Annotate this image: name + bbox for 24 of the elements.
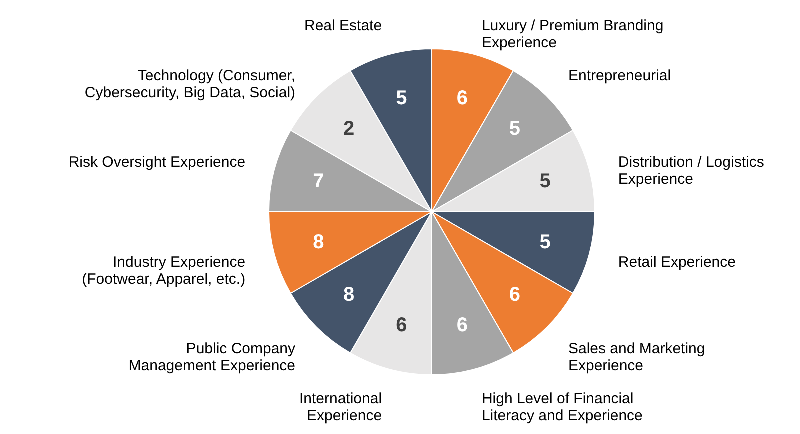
category-label: Distribution / Logistics Experience xyxy=(618,154,764,188)
category-label: Entrepreneurial xyxy=(568,68,672,85)
data-label: 6 xyxy=(456,314,468,336)
category-label: Public Company Management Experience xyxy=(128,340,296,374)
data-label: 5 xyxy=(509,118,521,140)
data-label: 7 xyxy=(313,170,324,193)
category-label: Risk Oversight Experience xyxy=(68,154,246,172)
data-label: 6 xyxy=(456,88,468,110)
category-label: Sales and Marketing Experience xyxy=(568,340,706,374)
category-label: Real Estate xyxy=(304,18,382,35)
data-label: 8 xyxy=(313,231,324,254)
data-label: 6 xyxy=(396,314,408,336)
category-label: High Level of Financial Literacy and Experience xyxy=(482,390,643,424)
data-label: 5 xyxy=(540,170,551,193)
data-label: 5 xyxy=(540,231,551,254)
category-label: Luxury / Premium Branding Experience xyxy=(482,18,664,52)
category-label: Retail Experience xyxy=(618,254,736,271)
data-label: 5 xyxy=(396,88,408,110)
category-label: International Experience xyxy=(299,390,382,424)
category-label: Technology (Consumer, Cybersecurity, Big Data, Social) xyxy=(84,68,296,102)
data-label: 6 xyxy=(509,284,521,306)
category-label: Industry Experience (Footwear, Apparel, etc.) xyxy=(82,254,246,288)
data-label: 2 xyxy=(343,118,355,140)
data-label: 8 xyxy=(343,284,355,306)
